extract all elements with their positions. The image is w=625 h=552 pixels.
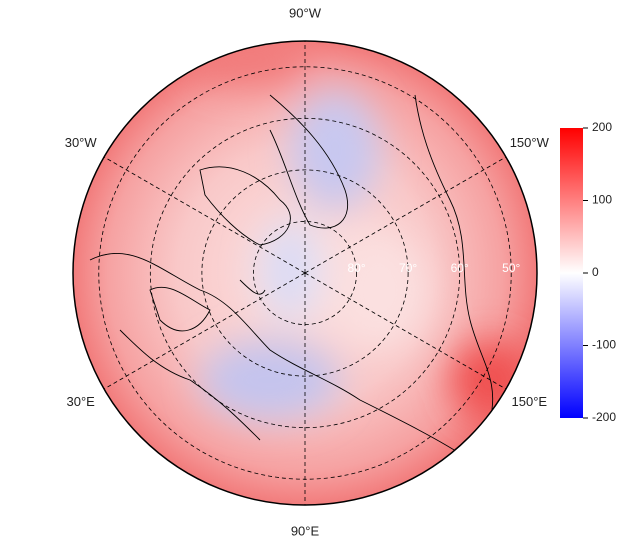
latitude-circle <box>201 169 409 377</box>
meridian <box>103 272 306 390</box>
colorbar-ticks: 200 100 0 -100 -200 <box>583 120 616 424</box>
colorbar-tick-label: -100 <box>592 338 616 352</box>
colorbar-tick-label: -200 <box>592 410 616 424</box>
colorbar <box>560 128 583 418</box>
colorbar-tick-label: 0 <box>592 265 599 279</box>
latitude-label: 80° <box>347 261 365 275</box>
longitude-label: 30°W <box>65 135 98 150</box>
longitude-label: 90°E <box>291 523 320 538</box>
latitude-label: 70° <box>399 261 417 275</box>
latitude-label: 60° <box>451 261 469 275</box>
meridian <box>304 156 507 274</box>
meridian <box>103 156 306 274</box>
longitude-label: 150°W <box>510 135 550 150</box>
colorbar-tick-label: 200 <box>592 120 612 134</box>
meridian <box>304 272 507 390</box>
latitude-label: 50° <box>502 261 520 275</box>
longitude-label: 30°E <box>67 394 96 409</box>
longitude-label: 90°W <box>289 5 322 20</box>
map-boundary <box>72 40 538 506</box>
coastlines <box>89 94 494 461</box>
graticule: 80° 70° 60° 50° 90°W 30°W 150°W 30°E 150°E 90°E <box>65 5 550 538</box>
colorbar-tick-label: 100 <box>592 193 612 207</box>
longitude-label: 150°E <box>512 394 548 409</box>
